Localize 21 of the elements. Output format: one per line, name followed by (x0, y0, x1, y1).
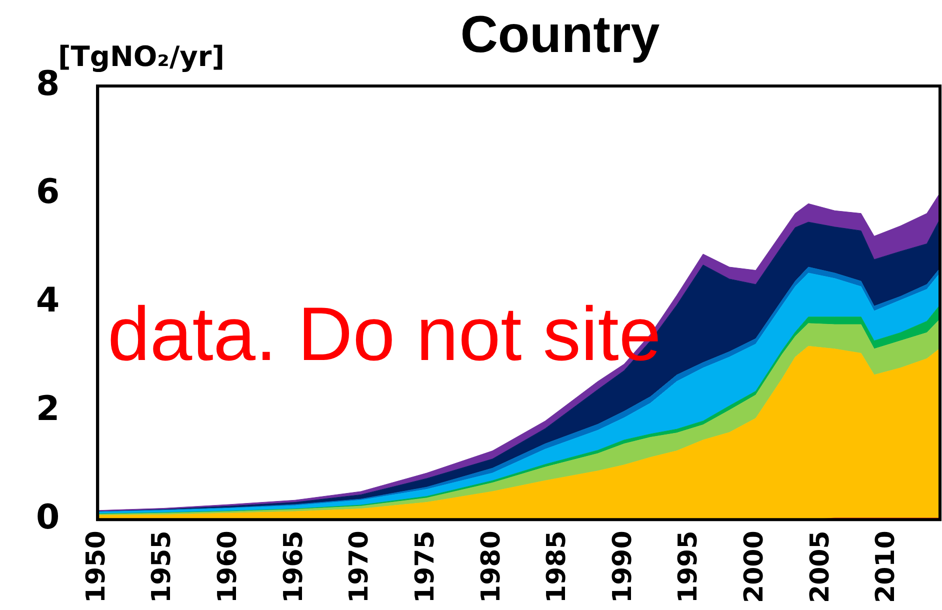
x-tick-label: 1965 (278, 530, 309, 604)
x-tick-label: 2010 (871, 530, 902, 604)
y-axis-title: [TgNO₂/yr] (58, 40, 225, 74)
y-tick-label: 4 (36, 280, 60, 321)
x-tick-label: 1975 (410, 530, 440, 604)
x-tick-label: 1970 (344, 530, 375, 604)
x-tick-label: 1980 (476, 530, 506, 604)
x-tick-label: 1950 (81, 530, 112, 604)
y-tick-label: 8 (36, 64, 60, 104)
x-tick-label: 1960 (213, 530, 244, 604)
chart-title: Country (459, 5, 661, 66)
x-tick-label: 2005 (805, 530, 836, 604)
x-tick-label: 1990 (608, 530, 638, 604)
y-tick-label: 0 (36, 497, 60, 538)
y-tick-label: 2 (36, 389, 60, 430)
x-tick-label: 2000 (739, 530, 770, 604)
annotation: data. Do not site (108, 292, 662, 377)
y-tick-label: 6 (36, 172, 60, 212)
x-tick-label: 1955 (147, 530, 178, 604)
x-tick-label: 1995 (674, 530, 704, 604)
x-tick-label: 1985 (542, 530, 572, 604)
